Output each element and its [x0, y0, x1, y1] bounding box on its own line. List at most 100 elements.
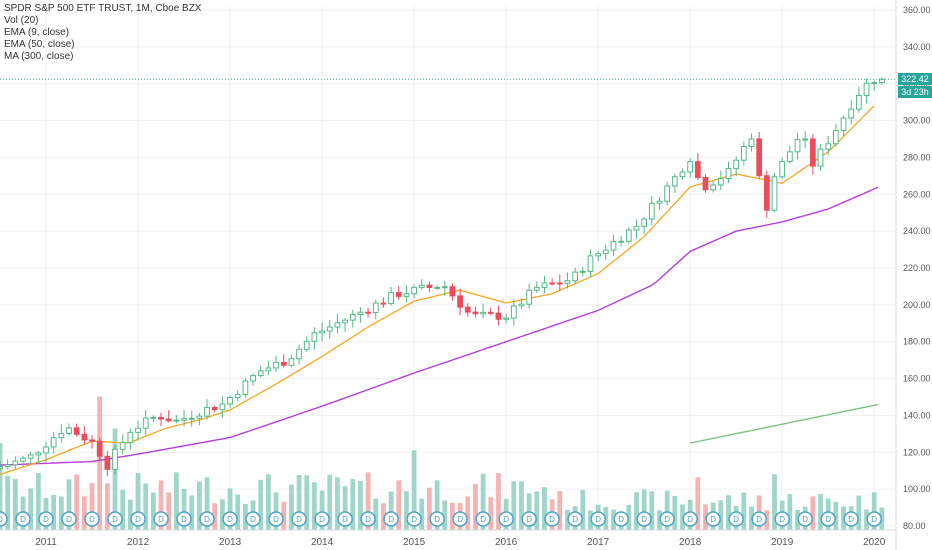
dividend-label: D — [595, 515, 601, 524]
candle-body — [695, 162, 700, 178]
dividend-marker: D — [246, 512, 260, 526]
dividend-label: D — [687, 515, 693, 524]
dividend-label: D — [342, 515, 348, 524]
candle-body — [764, 176, 769, 210]
dividend-label: D — [89, 515, 95, 524]
candle-body — [481, 312, 486, 313]
volume-bar — [151, 492, 156, 530]
dividend-label: D — [135, 515, 141, 524]
dividend-label: D — [457, 515, 463, 524]
candle-body — [281, 362, 286, 365]
volume-bar — [787, 494, 792, 530]
legend-ema9: EMA (9, close) — [4, 27, 201, 39]
ema9-polyline — [0, 106, 874, 475]
candle-body — [136, 428, 141, 432]
dividend-marker: D — [407, 512, 421, 526]
x-tick-label: 2020 — [863, 537, 886, 548]
dividend-marker: D — [269, 512, 283, 526]
candle-body — [772, 177, 777, 210]
dividend-label: D — [641, 515, 647, 524]
candle-body — [189, 418, 194, 419]
candle-body — [749, 139, 754, 147]
dividend-label: D — [273, 515, 279, 524]
candle-body — [274, 362, 279, 368]
candle-body — [642, 219, 647, 226]
dividend-label: D — [664, 515, 670, 524]
candle-body — [120, 442, 125, 449]
candle-body — [389, 293, 394, 304]
candle-body — [488, 312, 493, 313]
volume-bar — [856, 496, 861, 530]
ma300-polyline — [690, 405, 878, 444]
dividend-marker: D — [660, 512, 674, 526]
dividend-marker: D — [545, 512, 559, 526]
candle-body — [718, 179, 723, 185]
candle-body — [243, 381, 248, 395]
y-tick-label: 240.00 — [903, 226, 931, 236]
dividend-label: D — [503, 515, 509, 524]
volume-bar — [534, 491, 539, 530]
dividend-label: D — [204, 515, 210, 524]
dividend-label: D — [66, 515, 72, 524]
volume-bar — [634, 492, 639, 530]
candle-body — [5, 465, 10, 467]
dividend-label: D — [411, 515, 417, 524]
candle-body — [182, 418, 187, 420]
x-tick-label: 2017 — [587, 537, 610, 548]
candle-body — [879, 79, 884, 82]
candle-body — [557, 283, 562, 284]
dividend-marker: D — [108, 512, 122, 526]
y-tick-label: 300.00 — [903, 116, 931, 126]
candle-body — [534, 287, 539, 290]
candle-body — [266, 368, 271, 371]
candle-body — [21, 458, 26, 461]
candle-body — [327, 327, 332, 331]
candle-body — [504, 318, 509, 319]
candle-body — [450, 287, 455, 296]
dividend-marker: D — [177, 512, 191, 526]
candle-body — [519, 304, 524, 306]
candle-body — [366, 312, 371, 313]
price-chart[interactable]: DDDDDDDDDDDDDDDDDDDDDDDDDDDDDDDDDDDDDDD … — [0, 0, 932, 550]
volume-bar — [59, 496, 64, 530]
dividend-marker: D — [683, 512, 697, 526]
dividend-marker: D — [637, 512, 651, 526]
dividend-label: D — [388, 515, 394, 524]
candle-body — [105, 456, 110, 469]
volume-bar — [672, 496, 677, 530]
y-tick-label: 200.00 — [903, 300, 931, 310]
ema9-line — [0, 106, 874, 475]
legend-title: SPDR S&P 500 ETF TRUST, 1M, Cboe BZX — [4, 3, 201, 15]
candle-body — [711, 185, 716, 190]
candle-body — [404, 294, 409, 297]
candle-body — [657, 201, 662, 203]
y-tick-label: 80.00 — [903, 521, 926, 531]
candle-body — [0, 467, 2, 469]
candle-body — [611, 241, 616, 250]
dividend-marker: D — [39, 512, 53, 526]
candle-body — [427, 285, 432, 287]
candle-body — [396, 293, 401, 297]
dividend-marker: D — [154, 512, 168, 526]
candle-body — [13, 461, 18, 465]
candle-body — [780, 161, 785, 176]
candle-body — [580, 271, 585, 272]
candle-body — [289, 359, 294, 366]
candle-body — [573, 272, 578, 281]
candle-body — [304, 341, 309, 349]
candle-body — [734, 160, 739, 168]
dividend-label: D — [158, 515, 164, 524]
dividend-marker: D — [16, 512, 30, 526]
candle-body — [435, 287, 440, 288]
volume-bar — [404, 491, 409, 530]
x-tick-label: 2018 — [679, 537, 702, 548]
dividend-marker: D — [706, 512, 720, 526]
dividend-marker: D — [867, 512, 881, 526]
candle-body — [588, 256, 593, 271]
candle-body — [412, 287, 417, 293]
dividend-label: D — [20, 515, 26, 524]
last-price-badge: 322.42 — [898, 73, 932, 85]
volume-bar — [120, 490, 125, 530]
candle-body — [527, 290, 532, 304]
ma300-line — [690, 405, 878, 444]
